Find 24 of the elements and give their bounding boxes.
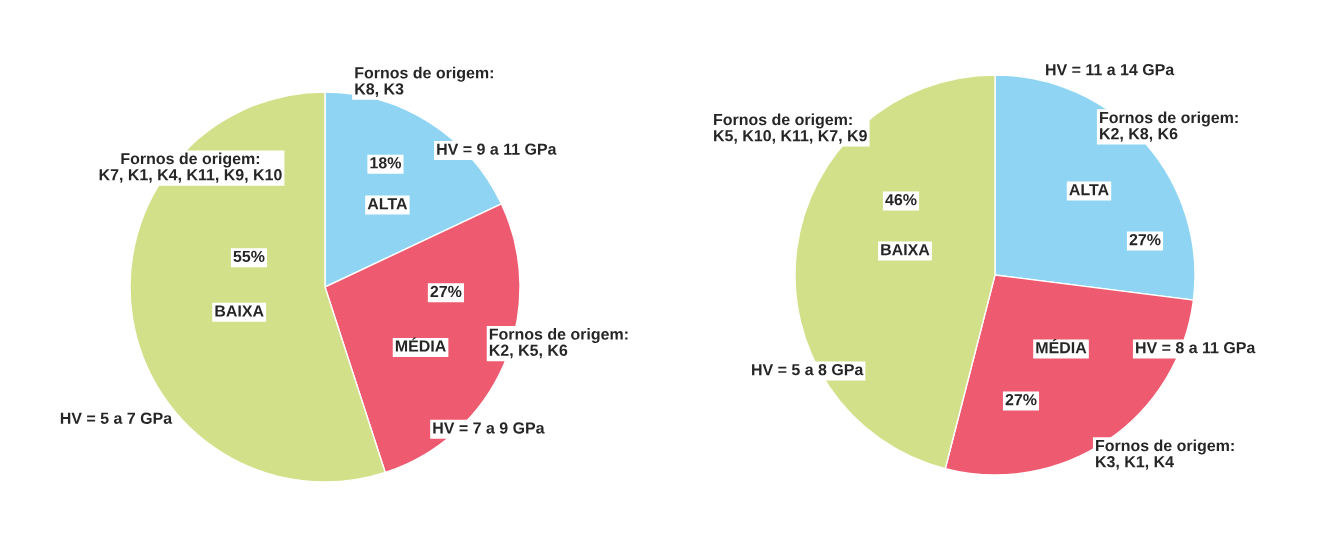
text: Fornos de origem: K7, K1, K4, K11, K9, K10: [99, 152, 282, 183]
slice-label: MÉDIA: [395, 337, 446, 352]
text: HV = 7 a 9 GPa: [433, 422, 545, 434]
text: HV = 5 a 8 GPa: [752, 363, 864, 376]
text: HV = 9 a 11 GPa: [437, 143, 557, 155]
text: HV = 5 a 7 GPa: [60, 412, 173, 424]
slice-label: MÉDIA: [1036, 338, 1087, 354]
text: Fornos de origem: K2, K5, K6: [489, 328, 628, 359]
text: HV = 8 a 11 GPa: [1136, 341, 1256, 354]
slice-label: BAIXA: [215, 305, 264, 317]
data-label: 18%: [370, 157, 402, 169]
data-label: 27%: [1005, 393, 1037, 406]
text: Fornos de origem: K2, K8, K6: [1100, 111, 1238, 142]
slice-label: ALTA: [367, 198, 408, 210]
text: Fornos de origem: K3, K1, K4: [1096, 439, 1234, 470]
data-label: 27%: [1129, 233, 1161, 246]
slice-label: BAIXA: [881, 244, 930, 256]
data-label: 55%: [233, 250, 265, 263]
data-label: 27%: [430, 285, 462, 298]
text: HV = 11 a 14 GPa: [1046, 63, 1175, 76]
text: Fornos de origem: K8, K3: [355, 66, 493, 97]
text: Fornos de origem: K5, K10, K11, K7, K9: [714, 113, 867, 144]
slice-label: ALTA: [1069, 184, 1109, 196]
data-label: 46%: [885, 193, 917, 206]
